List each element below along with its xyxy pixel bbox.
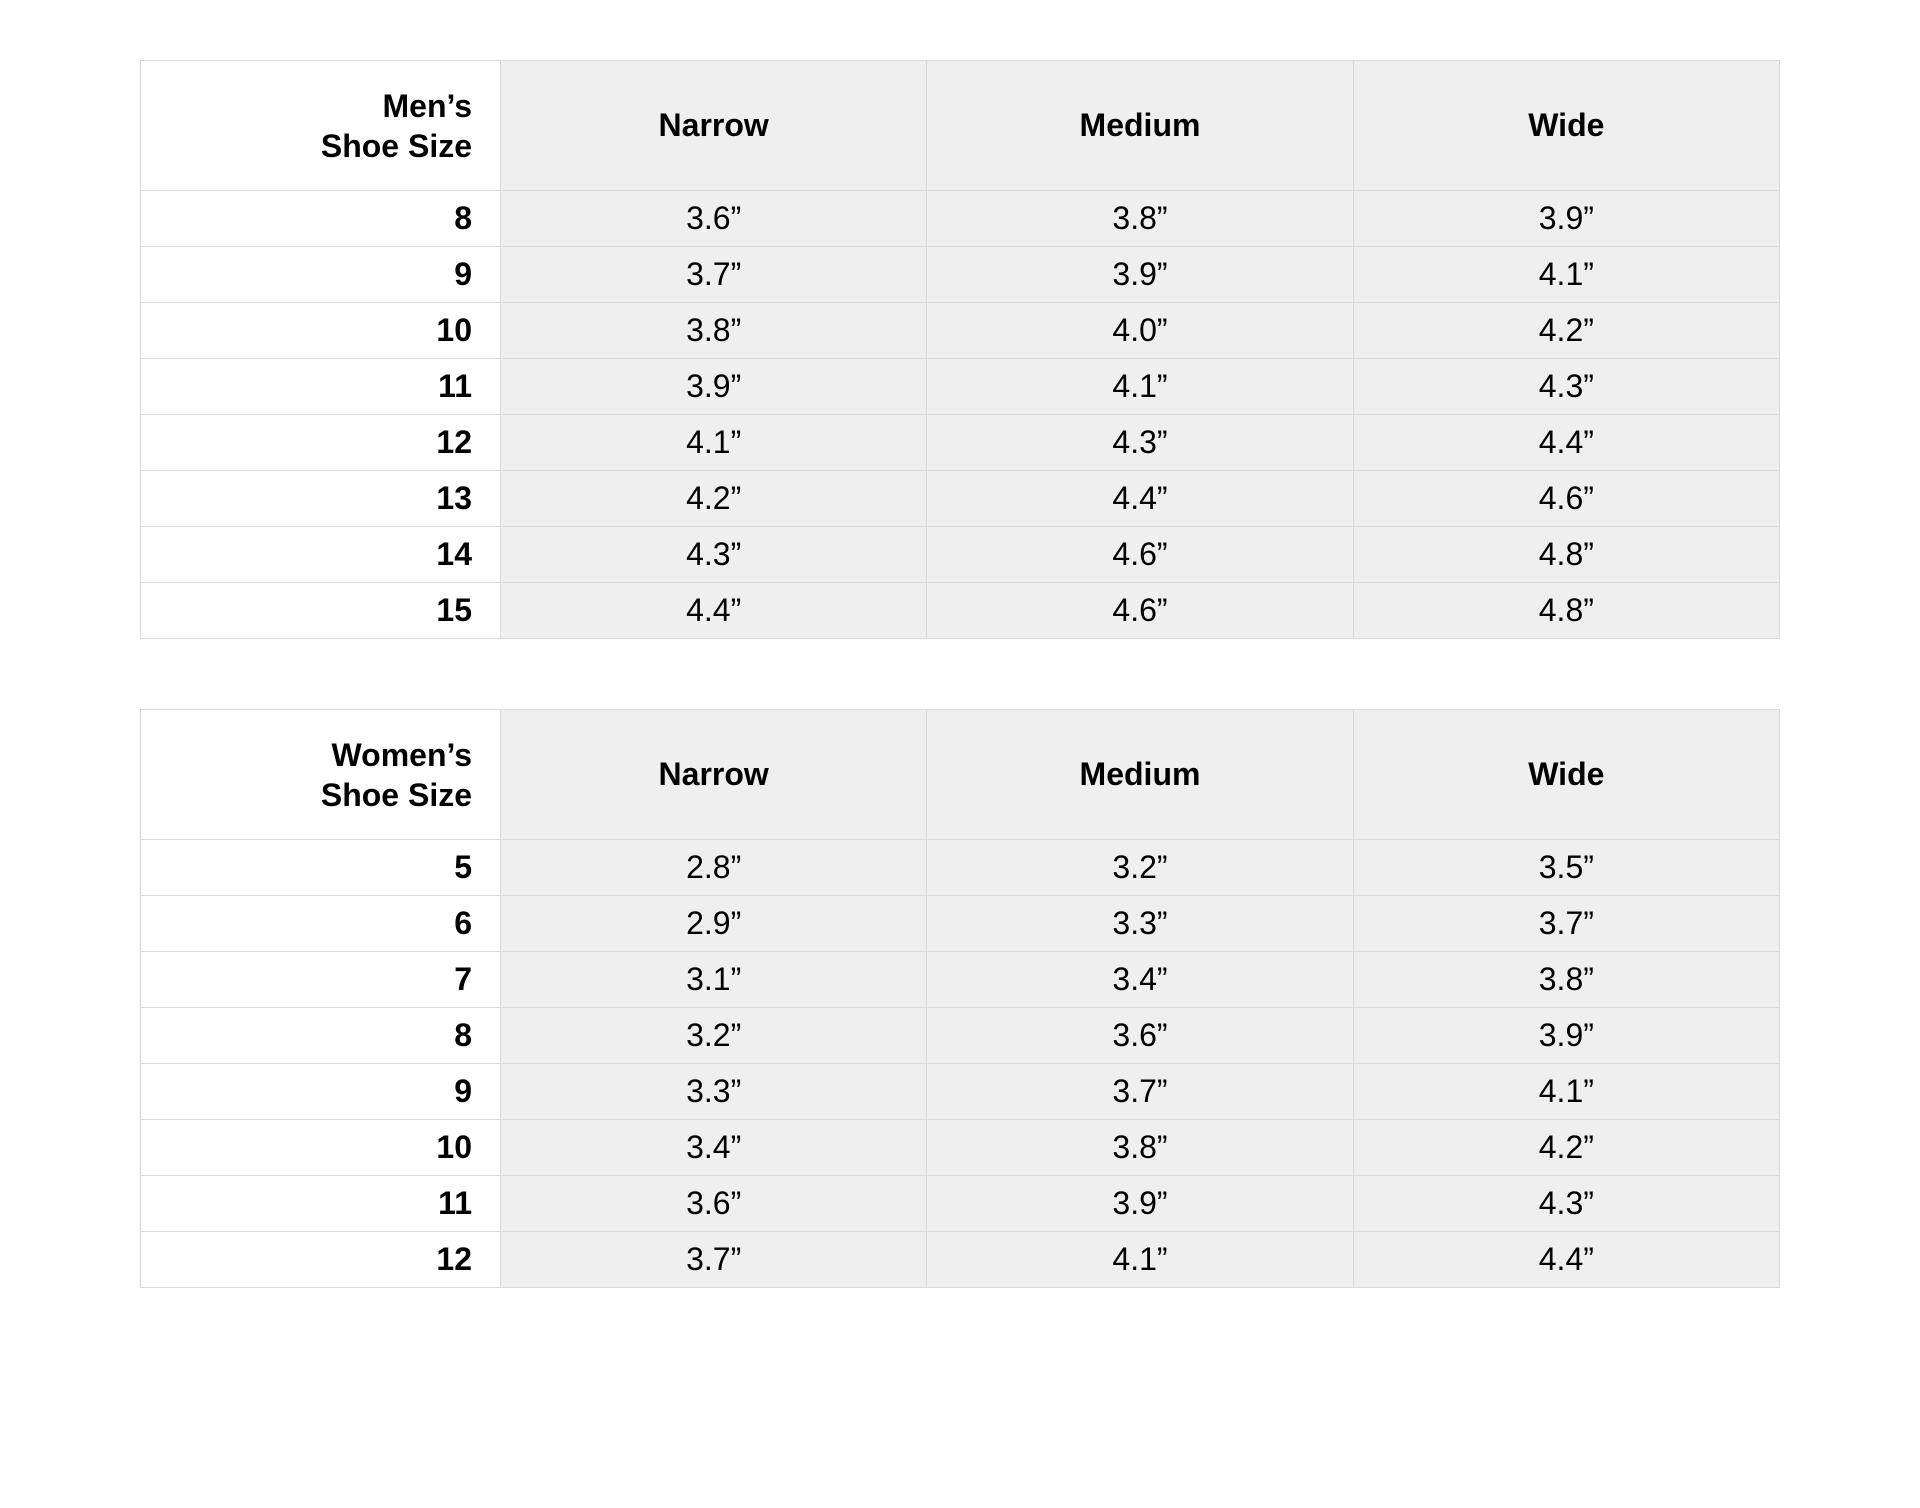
womens-medium: 3.8”: [927, 1120, 1353, 1176]
table-row: 12 4.1” 4.3” 4.4”: [141, 415, 1780, 471]
mens-wide: 4.2”: [1353, 303, 1779, 359]
table-header-row: Men’s Shoe Size Narrow Medium Wide: [141, 61, 1780, 191]
womens-col-wide: Wide: [1353, 710, 1779, 840]
table-row: 7 3.1” 3.4” 3.8”: [141, 952, 1780, 1008]
womens-col-medium: Medium: [927, 710, 1353, 840]
womens-medium: 3.3”: [927, 896, 1353, 952]
womens-size: 6: [141, 896, 501, 952]
mens-col-medium: Medium: [927, 61, 1353, 191]
mens-narrow: 4.1”: [501, 415, 927, 471]
womens-size: 8: [141, 1008, 501, 1064]
table-row: 11 3.6” 3.9” 4.3”: [141, 1176, 1780, 1232]
womens-medium: 3.2”: [927, 840, 1353, 896]
mens-narrow: 3.9”: [501, 359, 927, 415]
womens-wide: 3.5”: [1353, 840, 1779, 896]
table-row: 11 3.9” 4.1” 4.3”: [141, 359, 1780, 415]
mens-wide: 4.8”: [1353, 527, 1779, 583]
womens-narrow: 3.1”: [501, 952, 927, 1008]
womens-narrow: 3.3”: [501, 1064, 927, 1120]
womens-narrow: 2.9”: [501, 896, 927, 952]
mens-size: 15: [141, 583, 501, 639]
mens-narrow: 4.4”: [501, 583, 927, 639]
womens-size: 9: [141, 1064, 501, 1120]
womens-narrow: 3.2”: [501, 1008, 927, 1064]
mens-medium: 4.0”: [927, 303, 1353, 359]
table-row: 14 4.3” 4.6” 4.8”: [141, 527, 1780, 583]
table-row: 9 3.3” 3.7” 4.1”: [141, 1064, 1780, 1120]
table-row: 13 4.2” 4.4” 4.6”: [141, 471, 1780, 527]
womens-wide: 3.7”: [1353, 896, 1779, 952]
table-row: 6 2.9” 3.3” 3.7”: [141, 896, 1780, 952]
womens-wide: 4.3”: [1353, 1176, 1779, 1232]
womens-size: 5: [141, 840, 501, 896]
mens-narrow: 3.8”: [501, 303, 927, 359]
mens-size: 11: [141, 359, 501, 415]
womens-narrow: 2.8”: [501, 840, 927, 896]
table-row: 8 3.6” 3.8” 3.9”: [141, 191, 1780, 247]
mens-narrow: 4.2”: [501, 471, 927, 527]
mens-medium: 4.1”: [927, 359, 1353, 415]
mens-size: 9: [141, 247, 501, 303]
mens-col-narrow: Narrow: [501, 61, 927, 191]
womens-size: 11: [141, 1176, 501, 1232]
mens-narrow: 3.6”: [501, 191, 927, 247]
womens-medium: 4.1”: [927, 1232, 1353, 1288]
table-row: 15 4.4” 4.6” 4.8”: [141, 583, 1780, 639]
mens-size-table: Men’s Shoe Size Narrow Medium Wide 8 3.6…: [140, 60, 1780, 639]
mens-row-header-line1: Men’s: [383, 88, 473, 124]
table-row: 8 3.2” 3.6” 3.9”: [141, 1008, 1780, 1064]
mens-wide: 4.8”: [1353, 583, 1779, 639]
table-row: 10 3.8” 4.0” 4.2”: [141, 303, 1780, 359]
mens-wide: 4.4”: [1353, 415, 1779, 471]
mens-wide: 4.6”: [1353, 471, 1779, 527]
womens-row-header-line1: Women’s: [332, 737, 472, 773]
mens-wide: 4.3”: [1353, 359, 1779, 415]
mens-row-header: Men’s Shoe Size: [141, 61, 501, 191]
womens-wide: 3.8”: [1353, 952, 1779, 1008]
womens-medium: 3.9”: [927, 1176, 1353, 1232]
womens-size: 12: [141, 1232, 501, 1288]
table-row: 9 3.7” 3.9” 4.1”: [141, 247, 1780, 303]
womens-wide: 4.2”: [1353, 1120, 1779, 1176]
mens-narrow: 4.3”: [501, 527, 927, 583]
womens-wide: 3.9”: [1353, 1008, 1779, 1064]
mens-narrow: 3.7”: [501, 247, 927, 303]
womens-medium: 3.4”: [927, 952, 1353, 1008]
womens-size: 7: [141, 952, 501, 1008]
mens-size: 14: [141, 527, 501, 583]
mens-size: 8: [141, 191, 501, 247]
womens-medium: 3.7”: [927, 1064, 1353, 1120]
mens-col-wide: Wide: [1353, 61, 1779, 191]
womens-medium: 3.6”: [927, 1008, 1353, 1064]
mens-wide: 4.1”: [1353, 247, 1779, 303]
mens-row-header-line2: Shoe Size: [321, 128, 472, 164]
womens-wide: 4.4”: [1353, 1232, 1779, 1288]
mens-wide: 3.9”: [1353, 191, 1779, 247]
womens-narrow: 3.7”: [501, 1232, 927, 1288]
womens-col-narrow: Narrow: [501, 710, 927, 840]
mens-medium: 4.6”: [927, 527, 1353, 583]
mens-size: 10: [141, 303, 501, 359]
womens-narrow: 3.4”: [501, 1120, 927, 1176]
mens-size: 12: [141, 415, 501, 471]
womens-size: 10: [141, 1120, 501, 1176]
table-header-row: Women’s Shoe Size Narrow Medium Wide: [141, 710, 1780, 840]
womens-row-header-line2: Shoe Size: [321, 777, 472, 813]
table-row: 10 3.4” 3.8” 4.2”: [141, 1120, 1780, 1176]
mens-medium: 4.4”: [927, 471, 1353, 527]
mens-medium: 4.3”: [927, 415, 1353, 471]
mens-size: 13: [141, 471, 501, 527]
womens-size-table: Women’s Shoe Size Narrow Medium Wide 5 2…: [140, 709, 1780, 1288]
womens-wide: 4.1”: [1353, 1064, 1779, 1120]
page: Men’s Shoe Size Narrow Medium Wide 8 3.6…: [0, 0, 1920, 1458]
mens-medium: 3.8”: [927, 191, 1353, 247]
mens-medium: 3.9”: [927, 247, 1353, 303]
mens-medium: 4.6”: [927, 583, 1353, 639]
womens-narrow: 3.6”: [501, 1176, 927, 1232]
table-row: 12 3.7” 4.1” 4.4”: [141, 1232, 1780, 1288]
table-row: 5 2.8” 3.2” 3.5”: [141, 840, 1780, 896]
womens-row-header: Women’s Shoe Size: [141, 710, 501, 840]
